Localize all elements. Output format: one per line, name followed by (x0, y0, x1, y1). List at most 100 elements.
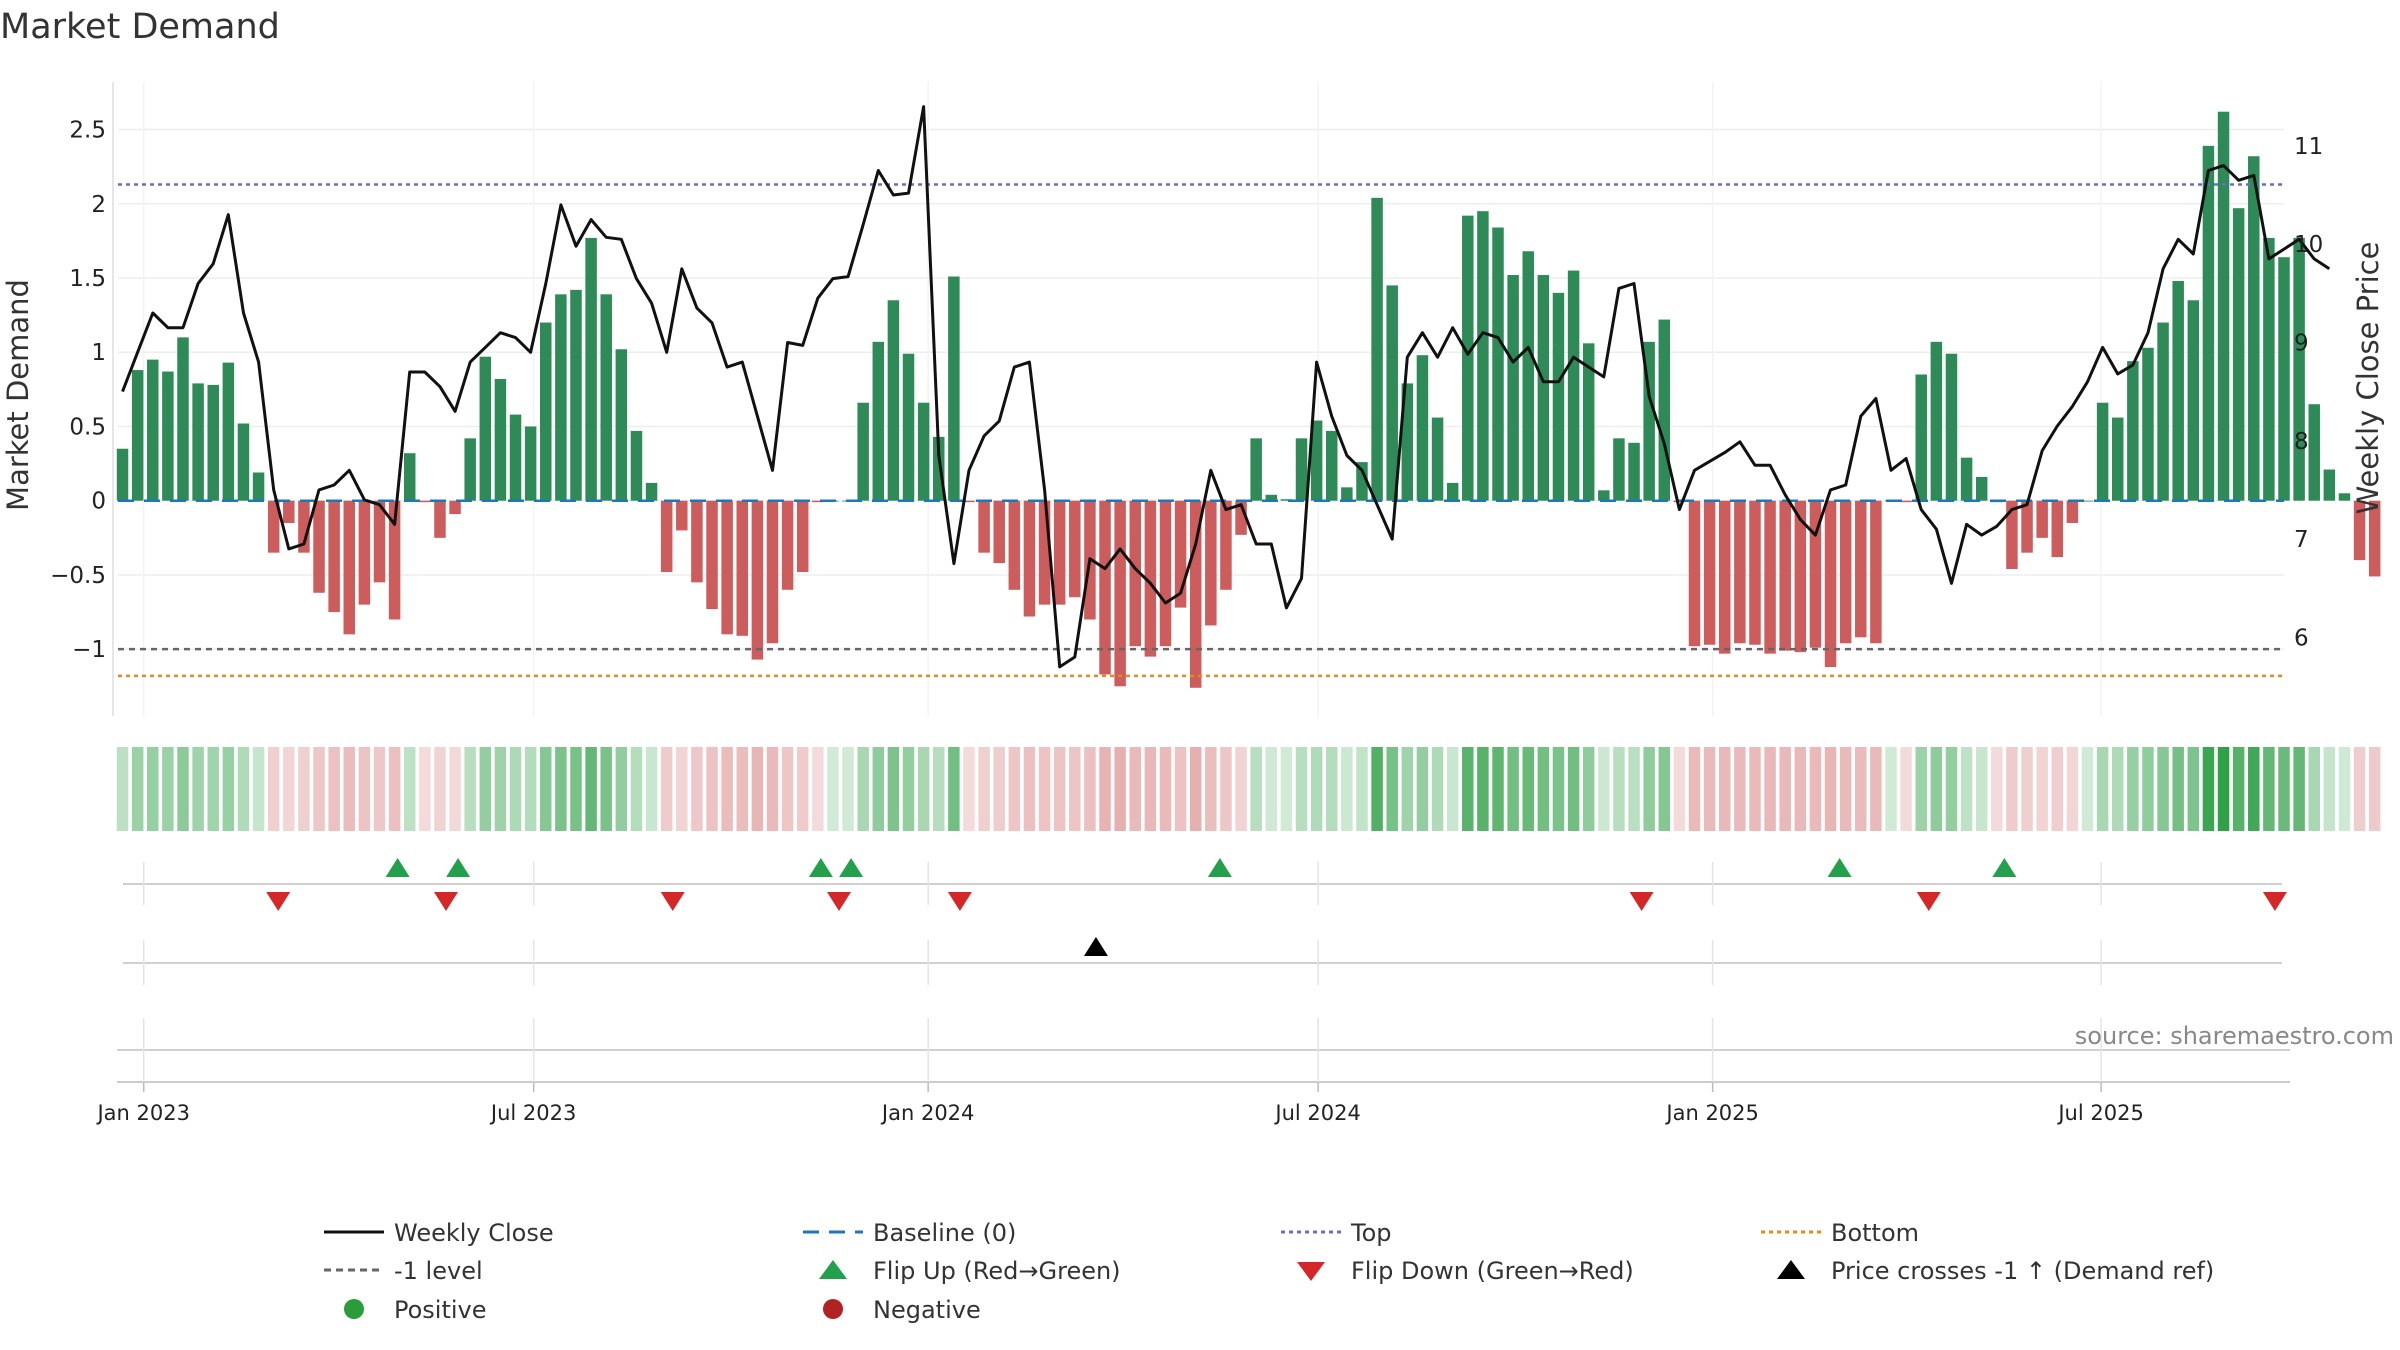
demand-bar (509, 414, 522, 501)
demand-bar (1870, 500, 1882, 644)
strip-cell (1794, 747, 1807, 831)
demand-bar (1023, 500, 1036, 617)
demand-bar (1537, 275, 1550, 501)
flip-down-marker (433, 892, 458, 911)
x-tick-label: Jul 2024 (1273, 1101, 1360, 1125)
flip-up-marker (808, 858, 833, 877)
demand-bar (1114, 500, 1126, 687)
demand-bar (2308, 404, 2320, 501)
demand-bar (736, 500, 748, 636)
strip-cell (1326, 747, 1338, 831)
strip-cell (585, 747, 597, 831)
demand-bar (1008, 500, 1021, 590)
demand-bar (343, 500, 356, 635)
y-tick-label: 2.5 (69, 118, 106, 144)
strip-cell (1159, 747, 1172, 831)
demand-bar (1401, 383, 1414, 501)
demand-bar (1038, 500, 1051, 605)
x-tick-label: Jan 2025 (1664, 1101, 1759, 1125)
strip-cell (131, 747, 144, 831)
flip-up-marker (1992, 858, 2017, 877)
demand-bar (131, 370, 144, 501)
legend-swatch-flip-up (819, 1260, 847, 1279)
strip-cell (1824, 747, 1837, 831)
strip-cell (736, 747, 748, 831)
strip-cell (1598, 747, 1610, 831)
flip-down-marker (826, 892, 851, 911)
strip-cell (2353, 747, 2366, 831)
strip-cell (615, 747, 628, 831)
x-axis-ticks: Jan 2023 Jul 2023 Jan 2024 Jul 2024 Jan 2025… (95, 1082, 2144, 1125)
demand-bar (2127, 361, 2139, 501)
weekly-close-line (121, 105, 2331, 669)
y-tick-label: 0.5 (69, 414, 106, 440)
y-right-tick-label: 9 (2294, 330, 2309, 356)
demand-bar (1371, 197, 1383, 501)
strip-cell (147, 747, 159, 831)
demand-bar (419, 500, 431, 503)
strip-cell (2006, 747, 2018, 831)
demand-bar (449, 500, 461, 515)
demand-bar (2111, 417, 2124, 501)
strip-cell (313, 747, 325, 831)
demand-bar (766, 500, 779, 644)
strip-cell (600, 747, 612, 831)
strip-cell (1477, 747, 1489, 831)
demand-bar (963, 500, 975, 503)
strip-cell (2066, 747, 2079, 831)
strip-cell (494, 747, 507, 831)
demand-bar (283, 500, 295, 523)
strip-cell (1945, 747, 1958, 831)
flip-up-marker (839, 858, 864, 877)
demand-bar (1628, 442, 1640, 501)
legend-item-minus-one: -1 level (324, 1257, 483, 1285)
strip-cell (2096, 747, 2109, 831)
demand-bar (751, 500, 764, 660)
strip-cell (1038, 747, 1051, 831)
demand-bar (237, 423, 250, 501)
demand-bar (2081, 500, 2094, 502)
strip-cell (2232, 747, 2245, 831)
strip-cell (298, 747, 310, 831)
strip-cell (993, 747, 1005, 831)
demand-bar (434, 500, 446, 538)
strip-cell (1779, 747, 1791, 831)
demand-bar (1718, 500, 1731, 654)
strip-cell (1809, 747, 1822, 831)
strip-cell (842, 747, 854, 831)
demand-bar (1431, 417, 1444, 501)
demand-bar (2263, 237, 2275, 501)
demand-bar (2248, 156, 2260, 501)
strip-cell (2051, 747, 2064, 831)
legend-item-flip-up: Flip Up (Red→Green) (819, 1257, 1121, 1285)
event-rows (117, 858, 2290, 1083)
strip-cell (1265, 747, 1278, 831)
demand-bar (252, 472, 265, 501)
flip-up-marker (1207, 858, 1232, 877)
source-note: source: sharemaestro.com (2075, 1022, 2394, 1050)
demand-bar (1930, 341, 1943, 501)
demand-bar (2278, 257, 2290, 501)
strip-cell (1431, 747, 1444, 831)
strip-cell (2142, 747, 2154, 831)
demand-bar (1310, 420, 1323, 501)
price-cross-marker (1083, 937, 1108, 956)
legend-label-baseline: Baseline (0) (873, 1219, 1016, 1247)
strip-cell (1144, 747, 1157, 831)
demand-bars (116, 111, 2381, 688)
demand-bar (1734, 500, 1746, 644)
demand-bar (1552, 292, 1565, 501)
demand-bar (1613, 438, 1625, 501)
demand-bar (373, 500, 386, 583)
demand-bar (1975, 476, 1988, 501)
flip-down-marker (266, 892, 291, 911)
y-right-tick-label: 6 (2294, 625, 2309, 651)
strip-cell (948, 747, 960, 831)
legend-item-negative: Negative (823, 1296, 981, 1324)
flip-down-marker (947, 892, 972, 911)
strip-cell (963, 747, 975, 831)
flip-down-markers (266, 892, 2287, 911)
flip-up-marker (385, 858, 410, 877)
legend-swatch-price-cross (1777, 1260, 1805, 1279)
